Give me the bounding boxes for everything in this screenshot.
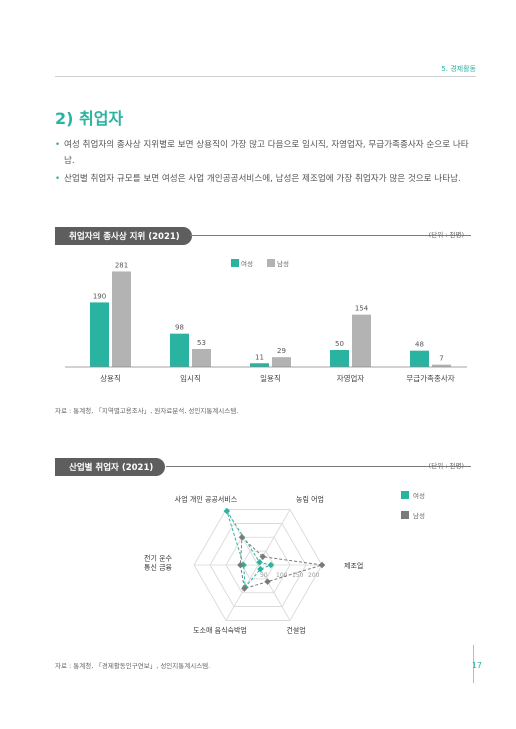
radar-axis-label: 사업 개인 공공서비스 xyxy=(175,495,238,504)
bullet-text: 산업별 취업자 규모를 보면 여성은 사업 개인공공서비스에, 남성은 제조업에… xyxy=(64,174,461,184)
bar-value-label: 98 xyxy=(175,324,184,332)
chart2-unit: (단위 : 천명) xyxy=(428,462,464,470)
radar-axis-label: 농림 어업 xyxy=(296,495,324,504)
chart2-series xyxy=(223,507,326,592)
bar-value-label: 50 xyxy=(335,340,344,348)
bullet-dot-icon: • xyxy=(55,140,61,150)
page-number: 17 xyxy=(471,661,482,670)
bar-male-1 xyxy=(192,348,211,367)
chart2-title: 산업별 취업자 (2021) xyxy=(55,458,166,476)
radar-spoke xyxy=(225,564,259,621)
bar-female-1 xyxy=(170,333,189,367)
page-number-rule xyxy=(473,645,474,683)
legend-label: 여성 xyxy=(241,259,253,268)
legend-label: 남성 xyxy=(277,259,289,268)
chart1-title-rule xyxy=(190,235,471,236)
bar-male-2 xyxy=(272,357,291,367)
bar-male-4 xyxy=(432,364,451,367)
bar-value-label: 154 xyxy=(355,305,369,313)
radar-axis-label: 전기 운수 xyxy=(144,554,173,563)
bullet-text: 여성 취업자의 종사상 지위별로 보면 상용직이 가장 많고 다음으로 임시직,… xyxy=(64,140,469,166)
bar-value-label: 11 xyxy=(255,353,264,361)
bar-value-label: 281 xyxy=(115,261,128,269)
chart2-source: 자료 : 통계청, 「경제활동인구연보」, 성인지통계시스템. xyxy=(55,662,211,670)
radar-axis-label: 제조업 xyxy=(344,562,363,570)
bullet-item: • 여성 취업자의 종사상 지위별로 보면 상용직이 가장 많고 다음으로 임시직… xyxy=(55,138,470,169)
radar-tick-label: 200 xyxy=(308,572,320,579)
radar-point xyxy=(223,507,231,515)
legend-swatch-male xyxy=(267,259,275,267)
page-title: 2) 취업자 xyxy=(55,109,124,128)
radar-point xyxy=(257,565,264,573)
radar-point xyxy=(238,534,246,541)
section-label: 5. 경제활동 xyxy=(441,65,476,73)
bar-female-0 xyxy=(90,302,109,367)
bar-female-2 xyxy=(250,363,269,367)
chart1-labels: 190 281 상용직 98 53 임시직 11 29 일용직 50 154 자영업자 48 7 무급가족종… xyxy=(93,261,455,383)
bar-female-3 xyxy=(330,350,349,367)
chart1-source: 자료 : 통계청, 「지역별고용조사」, 원자료분석, 성인지통계시스템. xyxy=(55,407,239,415)
legend-swatch-female xyxy=(231,259,239,267)
bar-value-label: 53 xyxy=(197,339,206,347)
bar-value-label: 48 xyxy=(415,341,424,349)
radar-point xyxy=(259,553,267,560)
legend-swatch-male xyxy=(401,511,409,519)
category-label: 무급가족종사자 xyxy=(406,374,454,383)
bullet-list: • 여성 취업자의 종사상 지위별로 보면 상용직이 가장 많고 다음으로 임시직… xyxy=(55,138,470,191)
category-label: 자영업자 xyxy=(337,373,365,383)
radar-spoke xyxy=(257,564,291,621)
radar-point xyxy=(318,561,326,569)
radar-axis-label: 통신 금융 xyxy=(144,563,173,572)
legend-label: 여성 xyxy=(413,491,425,500)
radar-tick-label: 50 xyxy=(260,572,268,579)
radar-tick-label: 150 xyxy=(292,572,304,579)
category-label: 상용직 xyxy=(100,373,121,383)
bar-value-label: 29 xyxy=(277,347,286,355)
bar-value-label: 190 xyxy=(93,292,106,300)
radar-axis-label: 도소매 음식숙박업 xyxy=(193,625,247,634)
chart1-unit: (단위 : 천명) xyxy=(428,231,464,239)
bar-male-3 xyxy=(352,314,371,367)
chart1-title: 취업자의 종사상 지위 (2021) xyxy=(55,227,192,245)
radar-point xyxy=(267,561,275,569)
bar-value-label: 7 xyxy=(439,355,443,363)
radar-point xyxy=(237,561,244,569)
category-label: 일용직 xyxy=(260,373,281,383)
bullet-dot-icon: • xyxy=(55,174,61,184)
chart2-grid: 50 100 150 200 xyxy=(193,509,323,621)
header-divider xyxy=(55,76,476,77)
chart2-title-rule xyxy=(166,466,471,467)
chart1-svg: 여성 남성 190 281 상용직 98 53 임시직 11 29 일용직 50 154 자영업자 48 7… xyxy=(65,259,467,383)
bar-male-0 xyxy=(112,271,131,367)
chart1-bars xyxy=(90,271,451,367)
chart1-legend: 여성 남성 xyxy=(231,259,289,268)
bullet-item: • 산업별 취업자 규모를 보면 여성은 사업 개인공공서비스에, 남성은 제조업… xyxy=(55,172,470,188)
legend-swatch-female xyxy=(401,491,409,499)
category-label: 임시직 xyxy=(180,373,201,383)
radar-axis-label: 건설업 xyxy=(286,625,305,634)
legend-label: 남성 xyxy=(413,511,425,520)
radar-tick-label: 100 xyxy=(276,572,288,579)
radar-point xyxy=(264,578,271,585)
bar-female-4 xyxy=(410,350,429,367)
radar-point xyxy=(241,585,248,592)
